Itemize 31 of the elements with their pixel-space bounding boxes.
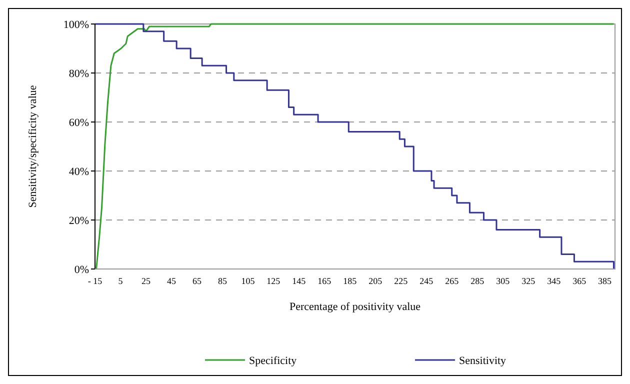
x-tick-label: - 15 [88, 276, 103, 286]
y-tick-label: 80% [68, 68, 89, 80]
x-tick-label: 325 [522, 276, 536, 286]
x-tick-label: 285 [470, 276, 485, 286]
x-tick-label: 45 [166, 276, 176, 286]
x-tick-label: 125 [266, 276, 281, 286]
x-axis-title: Percentage of positivity value [289, 301, 421, 313]
x-tick-label: 185 [343, 276, 358, 286]
x-tick-label: 365 [572, 276, 587, 286]
x-tick-label: 305 [496, 276, 510, 286]
legend-label: Sensitivity [459, 354, 507, 367]
x-tick-label: 105 [241, 276, 256, 286]
y-axis-title: Sensitivity/specificity value [27, 85, 39, 208]
x-tick-label: 85 [218, 276, 228, 286]
y-tick-label: 40% [68, 166, 89, 178]
x-tick-label: 165 [318, 276, 332, 286]
x-tick-label: 225 [394, 276, 408, 286]
legend-label: Specificity [249, 354, 298, 367]
y-tick-label: 60% [68, 116, 89, 129]
y-tick-label: 0% [74, 264, 89, 276]
x-tick-label: 345 [547, 276, 562, 286]
x-tick-label: 205 [368, 276, 383, 286]
x-tick-label: 265 [445, 276, 460, 286]
y-tick-label: 20% [68, 214, 89, 227]
x-tick-label: 385 [598, 276, 612, 286]
x-tick-label: 25 [141, 276, 151, 286]
x-tick-label: 5 [118, 276, 124, 286]
x-tick-label: 65 [192, 276, 202, 286]
x-tick-label: 245 [420, 276, 434, 286]
y-tick-label: 100% [63, 18, 89, 31]
x-tick-label: 145 [292, 276, 306, 286]
